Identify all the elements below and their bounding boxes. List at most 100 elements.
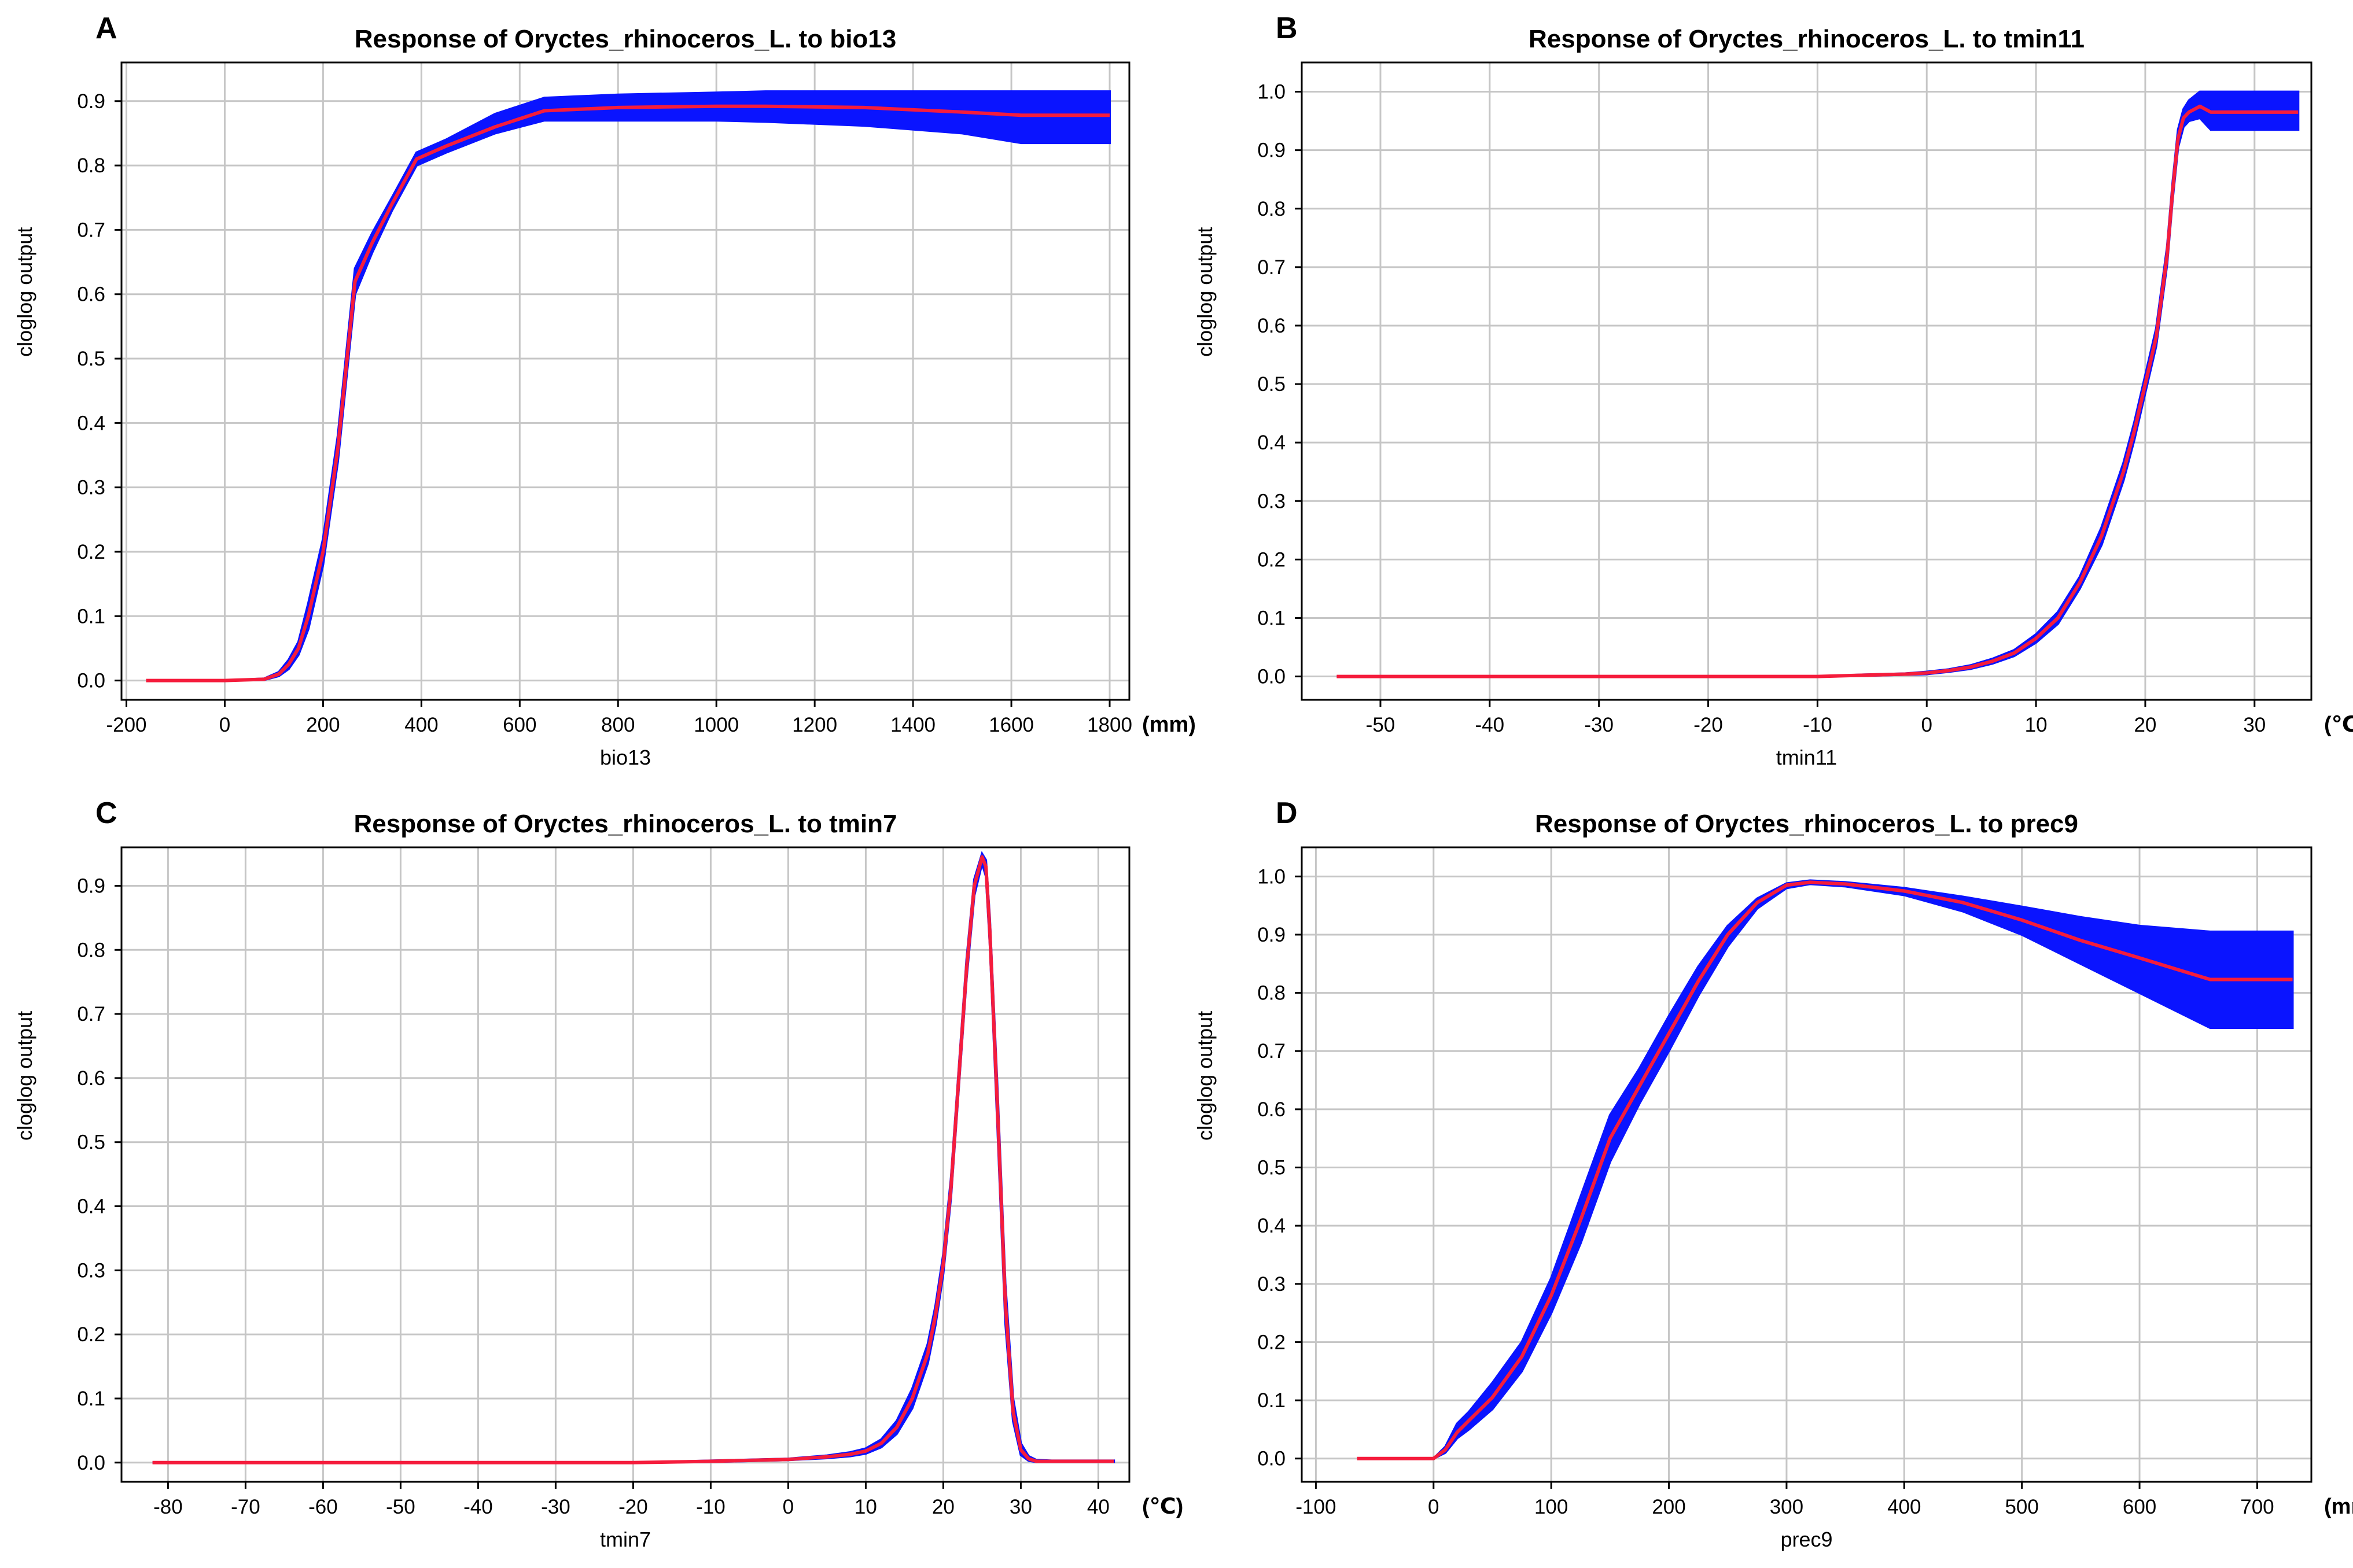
y-tick-label: 0.8 xyxy=(1257,982,1286,1005)
y-tick-label: 0.5 xyxy=(77,348,105,370)
x-tick-label: 400 xyxy=(1887,1496,1921,1518)
panel-label: A xyxy=(95,12,117,45)
x-tick-label: 0 xyxy=(783,1496,794,1518)
x-tick-label: -50 xyxy=(1366,714,1395,736)
y-tick-label: 0.0 xyxy=(77,670,105,692)
y-tick-label: 0.1 xyxy=(77,605,105,628)
y-tick-label: 0.7 xyxy=(77,219,105,241)
x-axis-label: prec9 xyxy=(1780,1528,1832,1551)
x-tick-label: 20 xyxy=(932,1496,955,1518)
x-tick-label: 200 xyxy=(1652,1496,1685,1518)
x-tick-label: -10 xyxy=(696,1496,726,1518)
y-tick-label: 0.0 xyxy=(1257,666,1286,688)
x-tick-label: 600 xyxy=(2123,1496,2156,1518)
x-tick-label: 30 xyxy=(1010,1496,1032,1518)
x-tick-label: 0 xyxy=(1921,714,1932,736)
plot-border xyxy=(1301,61,2313,701)
x-tick-label: -100 xyxy=(1295,1496,1336,1518)
panel-label: B xyxy=(1276,12,1298,45)
y-tick-label: 0.9 xyxy=(1257,139,1286,162)
y-tick-label: 0.9 xyxy=(1257,924,1286,946)
series-mean-line xyxy=(152,855,1114,1464)
plot-area xyxy=(120,846,1131,1483)
y-tick-label: 0.8 xyxy=(77,154,105,177)
panel-label: D xyxy=(1276,796,1298,830)
y-tick-label: 0.4 xyxy=(1257,1215,1286,1237)
series-mean-line xyxy=(1336,104,2299,678)
x-tick-label: -40 xyxy=(463,1496,493,1518)
y-tick-label: 0.3 xyxy=(1257,490,1286,512)
y-tick-label: 0.6 xyxy=(1257,1098,1286,1121)
x-tick-label: 0 xyxy=(219,714,230,736)
y-tick-label: 0.9 xyxy=(77,90,105,113)
x-unit-label: (℃) xyxy=(1142,1495,1183,1519)
plot-border xyxy=(120,61,1131,701)
x-tick-label: -10 xyxy=(1803,714,1832,736)
x-tick-label: -80 xyxy=(153,1496,183,1518)
x-tick-label: -50 xyxy=(386,1496,415,1518)
x-tick-label: -30 xyxy=(541,1496,570,1518)
plot-border xyxy=(120,846,1131,1483)
x-tick-label: 40 xyxy=(1087,1496,1110,1518)
y-axis-label: cloglog output xyxy=(1193,227,1217,357)
x-tick-label: 100 xyxy=(1534,1496,1568,1518)
y-tick-label: 1.0 xyxy=(1257,81,1286,104)
series-mean-line xyxy=(146,104,1110,682)
y-tick-label: 0.4 xyxy=(77,1196,105,1218)
y-tick-label: 0.5 xyxy=(77,1131,105,1154)
x-tick-label: 300 xyxy=(1770,1496,1803,1518)
panel-d: D Response of Oryctes_rhinoceros_L. to pr… xyxy=(1193,796,2353,1551)
y-tick-label: 0.3 xyxy=(1257,1273,1286,1296)
y-tick-label: 0.6 xyxy=(77,283,105,306)
chart-title: Response of Oryctes_rhinoceros_L. to pre… xyxy=(1535,810,2078,838)
y-tick-label: 0.2 xyxy=(1257,548,1286,571)
x-tick-label: 1600 xyxy=(989,714,1034,736)
plot-border xyxy=(1301,846,2313,1483)
panel-a: A Response of Oryctes_rhinoceros_L. to bi… xyxy=(13,12,1196,769)
y-tick-label: 0.7 xyxy=(1257,1040,1286,1062)
y-tick-label: 0.1 xyxy=(1257,607,1286,629)
x-unit-label: (mm) xyxy=(1142,713,1196,737)
y-tick-label: 0.4 xyxy=(77,412,105,434)
x-tick-label: -30 xyxy=(1584,714,1614,736)
x-tick-label: 400 xyxy=(404,714,438,736)
y-tick-label: 0.7 xyxy=(1257,256,1286,279)
y-axis-label: cloglog output xyxy=(13,1011,36,1141)
x-unit-label: (℃) xyxy=(2324,713,2353,737)
x-tick-label: 700 xyxy=(2240,1496,2274,1518)
y-tick-label: 1.0 xyxy=(1257,865,1286,888)
chart-title: Response of Oryctes_rhinoceros_L. to tmi… xyxy=(1529,25,2085,53)
x-axis-label: tmin7 xyxy=(600,1528,651,1551)
x-unit-label: (mm) xyxy=(2324,1495,2353,1519)
x-tick-label: 10 xyxy=(2025,714,2048,736)
x-tick-label: 20 xyxy=(2134,714,2156,736)
x-tick-label: 1800 xyxy=(1087,714,1132,736)
panel-b: B Response of Oryctes_rhinoceros_L. to tm… xyxy=(1193,12,2353,769)
y-tick-label: 0.1 xyxy=(1257,1389,1286,1412)
x-axis-label: tmin11 xyxy=(1776,746,1837,769)
y-tick-label: 0.6 xyxy=(1257,315,1286,337)
x-tick-label: 500 xyxy=(2005,1496,2038,1518)
x-tick-label: -20 xyxy=(1693,714,1723,736)
x-tick-label: 1400 xyxy=(890,714,936,736)
y-tick-label: 0.4 xyxy=(1257,431,1286,454)
chart-title: Response of Oryctes_rhinoceros_L. to tmi… xyxy=(354,810,897,838)
y-tick-label: 0.2 xyxy=(1257,1331,1286,1353)
x-tick-label: 600 xyxy=(503,714,536,736)
x-tick-label: 200 xyxy=(306,714,340,736)
y-tick-label: 0.0 xyxy=(77,1452,105,1474)
x-tick-label: 0 xyxy=(1428,1496,1439,1518)
series-mean-line xyxy=(1357,880,2293,1460)
x-tick-label: -20 xyxy=(618,1496,648,1518)
y-tick-label: 0.3 xyxy=(77,477,105,499)
x-tick-label: -70 xyxy=(231,1496,260,1518)
y-tick-label: 0.1 xyxy=(77,1388,105,1410)
y-tick-label: 0.5 xyxy=(1257,1157,1286,1179)
x-tick-label: -200 xyxy=(106,714,146,736)
y-tick-label: 0.2 xyxy=(77,541,105,563)
plot-area xyxy=(120,61,1131,701)
panel-label: C xyxy=(95,796,117,830)
chart-title: Response of Oryctes_rhinoceros_L. to bio… xyxy=(355,25,896,53)
y-tick-label: 0.8 xyxy=(1257,198,1286,220)
